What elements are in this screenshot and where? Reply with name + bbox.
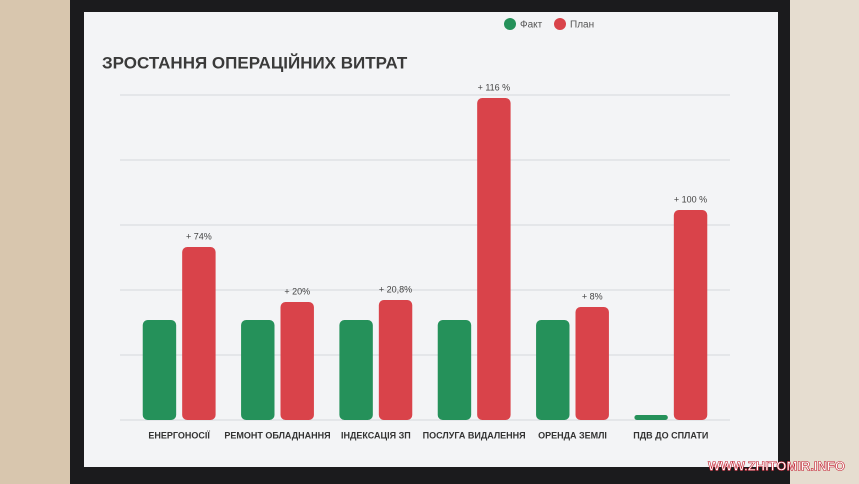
bar — [536, 320, 570, 420]
legend-label: Факт — [520, 20, 543, 31]
legend-label: План — [570, 20, 594, 31]
annotation: + 8% — [582, 291, 603, 301]
legend-swatch — [504, 18, 516, 30]
bar — [182, 247, 216, 420]
chart-title: ЗРОСТАННЯ ОПЕРАЦІЙНИХ ВИТРАТ — [102, 53, 408, 72]
annotation: + 116 % — [478, 82, 511, 92]
bar — [339, 320, 373, 420]
watermark: WWW.ZHITOMIR.INFO — [708, 458, 845, 473]
x-tick-label: ОРЕНДА ЗЕМЛІ — [538, 430, 607, 440]
bar — [437, 320, 472, 420]
x-tick-label: ПДВ ДО СПЛАТИ — [633, 430, 708, 440]
bar — [673, 210, 708, 420]
annotation: + 20,8% — [379, 284, 412, 294]
annotation: + 100 % — [674, 194, 707, 204]
x-tick-label: ІНДЕКСАЦІЯ ЗП — [341, 430, 411, 440]
x-tick-label: РЕМОНТ ОБЛАДНАННЯ — [224, 430, 330, 440]
bar — [280, 302, 314, 420]
annotation: + 74% — [186, 231, 212, 241]
chart: Факт План + 74% ЕНЕРГОНОСІЇ + 20% РЕМОНТ ОБЛА… — [120, 18, 730, 440]
x-tick-label: ПОСЛУГА ВИДАЛЕННЯ — [423, 430, 526, 440]
bar — [142, 320, 177, 420]
bar — [575, 307, 609, 420]
legend-swatch — [554, 18, 566, 30]
x-tick-label: ЕНЕРГОНОСІЇ — [148, 430, 210, 440]
bar — [378, 300, 413, 420]
annotation: + 20% — [284, 286, 310, 296]
bar — [241, 320, 275, 420]
bar — [634, 415, 668, 420]
bar — [477, 98, 511, 420]
